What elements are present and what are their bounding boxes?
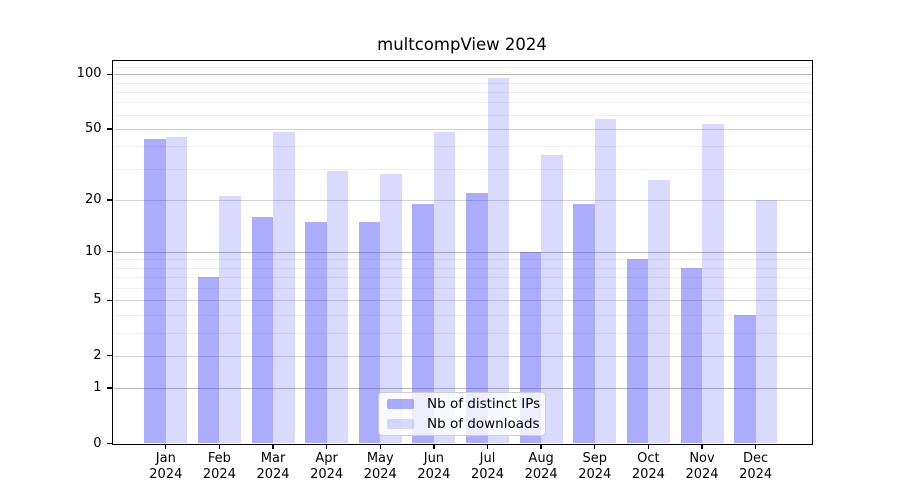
y-tick-label: 50 [84,120,102,136]
plot-area [113,61,812,444]
bar-downloads-feb [219,196,241,444]
bar-distinct-ips-jun [412,203,434,444]
legend-item-downloads: Nb of downloads [387,415,540,433]
x-axis-tick [272,443,274,449]
bar-downloads-nov [702,124,724,444]
bar-distinct-ips-oct [626,259,649,444]
y-axis-tick [107,442,113,445]
y-tick-label: 100 [76,66,102,82]
legend-swatch-downloads [387,418,414,430]
legend-item-distinct-ips: Nb of distinct IPs [387,395,541,413]
y-tick-label: 0 [93,435,102,451]
gridline-minor [113,287,812,289]
bar-distinct-ips-mar [251,216,274,444]
bar-distinct-ips-nov [680,267,702,444]
x-tick-label: Aug 2024 [524,450,558,483]
x-tick-label: May 2024 [363,450,397,483]
y-axis-tick [107,251,113,253]
gridline-minor [113,102,812,104]
y-tick-label: 10 [84,243,102,259]
x-axis-tick [647,443,650,449]
gridline-minor [113,267,812,269]
y-axis-tick [107,354,113,357]
y-axis-tick [107,387,113,389]
bar-downloads-jan [165,137,188,444]
bar-downloads-aug [541,154,563,444]
bar-distinct-ips-sep [573,203,595,444]
x-tick-label: Jul 2024 [470,450,505,483]
bar-downloads-jul [487,78,510,444]
x-axis-tick [379,443,381,449]
x-axis-tick [540,443,542,449]
gridline-decade [113,251,812,253]
x-tick-label: Apr 2024 [310,450,344,483]
bar-distinct-ips-jan [144,138,166,444]
bar-downloads-mar [273,132,295,444]
bar-distinct-ips-feb [197,277,220,444]
gridline-major [113,355,812,357]
bar-downloads-jun [433,132,456,444]
bar-distinct-ips-apr [305,221,327,444]
y-tick-label: 1 [93,380,102,396]
x-tick-label: Feb 2024 [202,450,236,483]
x-axis-tick [165,443,167,449]
gridline-minor [113,146,812,148]
chart-title: multcompView 2024 [377,35,547,54]
gridline-minor [113,277,812,279]
x-tick-label: Nov 2024 [685,450,719,483]
gridline-major [113,128,812,130]
gridline-major [113,199,812,201]
y-axis-tick [107,73,113,75]
gridline-decade [113,388,812,390]
gridline-minor [113,314,812,316]
y-tick-label: 20 [84,191,102,207]
x-axis-tick [701,443,703,449]
gridline-minor [113,66,812,68]
x-tick-label: Jan 2024 [149,450,183,483]
gridline-minor [113,168,812,170]
bar-distinct-ips-may [358,221,381,444]
bar-distinct-ips-dec [734,314,756,444]
gridline-minor [113,82,812,84]
gridline-minor [113,259,812,261]
x-tick-label: Jun 2024 [417,450,451,483]
x-tick-label: Sep 2024 [578,450,612,483]
x-tick-label: Dec 2024 [739,450,773,483]
x-axis-tick [326,443,328,449]
x-axis-tick [218,443,221,449]
legend: Nb of distinct IPs Nb of downloads [378,392,546,436]
gridline-minor [113,91,812,93]
gridline-minor [113,114,812,116]
gridline-decade [113,74,812,76]
y-tick-label: 2 [93,347,102,363]
x-axis-tick [754,443,757,449]
bar-distinct-ips-jul [466,192,488,444]
y-axis-tick [107,299,113,301]
bar-downloads-may [380,174,402,444]
legend-label-downloads: Nb of downloads [427,416,540,432]
x-tick-label: Oct 2024 [631,450,665,483]
y-tick-label: 5 [93,292,102,308]
gridline-minor [113,332,812,334]
y-axis-tick [107,128,113,130]
bar-downloads-oct [648,179,670,444]
x-axis-tick [433,443,435,449]
bar-downloads-sep [594,118,617,444]
bar-downloads-apr [326,171,349,444]
x-axis-tick [486,443,489,449]
gridline-major [113,300,812,302]
x-axis-tick [594,443,596,449]
y-axis-tick [107,199,113,201]
x-tick-label: Mar 2024 [256,450,290,483]
legend-swatch-distinct-ips [387,398,414,410]
bar-downloads-dec [755,199,778,444]
legend-label-distinct-ips: Nb of distinct IPs [427,396,541,412]
